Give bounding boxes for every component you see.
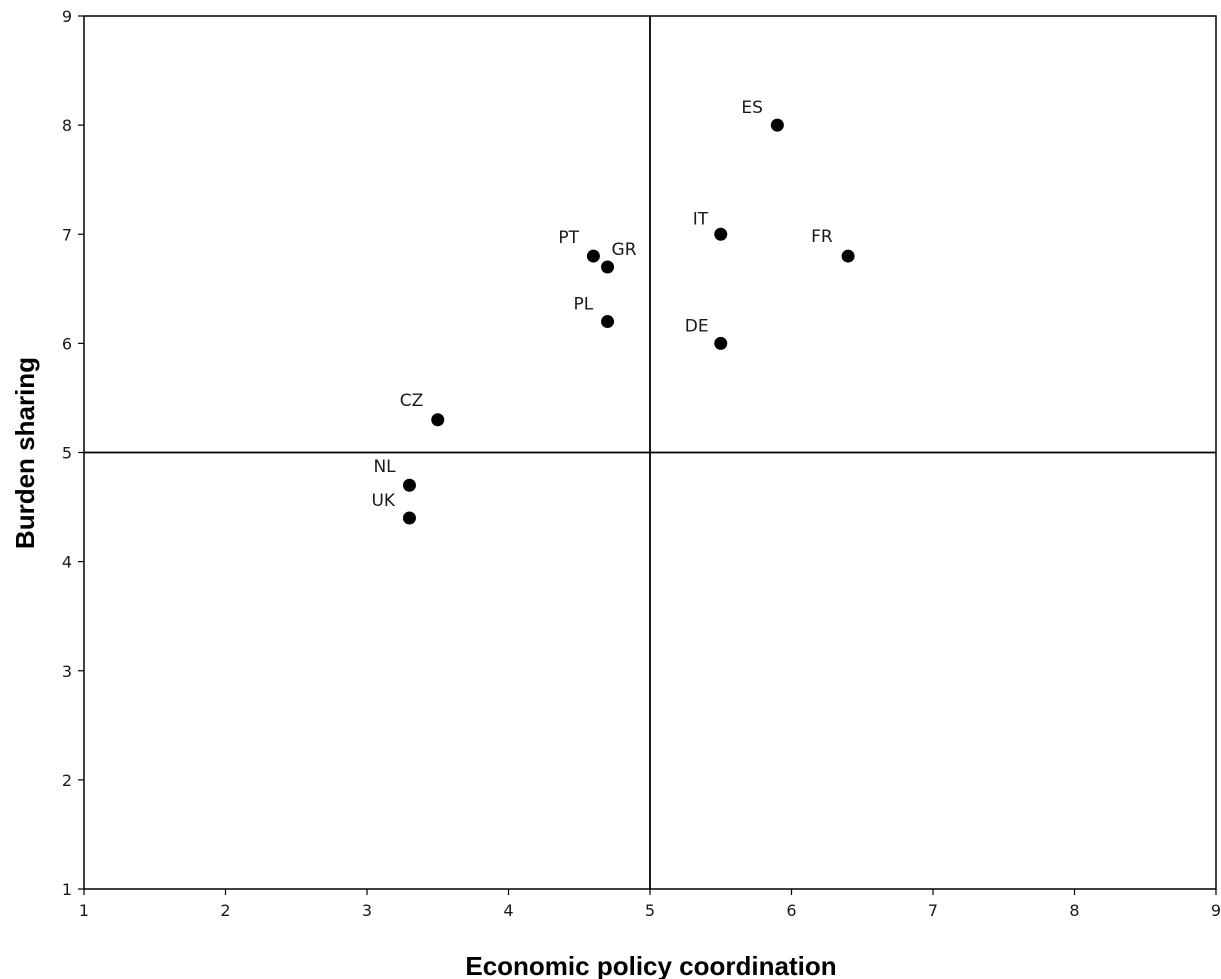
data-point-pt [586, 249, 600, 263]
x-axis-title: Economic policy coordination [465, 951, 836, 979]
point-label-pt: PT [558, 228, 579, 248]
x-tick-label: 4 [503, 901, 513, 920]
y-tick-label: 8 [62, 116, 72, 135]
x-tick-label: 8 [1069, 901, 1079, 920]
point-label-nl: NL [373, 457, 396, 477]
x-tick-label: 1 [79, 901, 89, 920]
y-tick-label: 9 [62, 7, 72, 26]
x-axis-ticks: 1 2 3 4 5 6 7 8 9 [79, 889, 1221, 920]
point-label-pl: PL [574, 295, 594, 315]
x-tick-label: 5 [645, 901, 655, 920]
x-tick-label: 2 [220, 901, 230, 920]
x-tick-label: 9 [1211, 901, 1221, 920]
point-label-cz: CZ [400, 391, 424, 411]
data-point-nl [402, 478, 416, 492]
y-tick-label: 6 [62, 334, 72, 353]
data-point-gr [601, 260, 615, 274]
point-label-it: IT [693, 209, 709, 229]
x-tick-label: 6 [786, 901, 796, 920]
y-tick-label: 2 [62, 771, 72, 790]
data-point-fr [841, 249, 855, 263]
point-label-fr: FR [811, 227, 833, 247]
point-label-gr: GR [612, 240, 637, 260]
data-points [402, 118, 855, 525]
y-tick-label: 7 [62, 225, 72, 244]
y-tick-label: 5 [62, 444, 72, 463]
data-point-labels: ES IT FR PT GR PL DE CZ NL UK [371, 98, 832, 511]
data-point-it [714, 227, 728, 241]
data-point-cz [431, 413, 445, 427]
data-point-pl [601, 315, 615, 329]
x-tick-label: 3 [362, 901, 372, 920]
plot-area-frame [83, 15, 1217, 890]
point-label-es: ES [741, 98, 763, 118]
data-point-uk [402, 511, 416, 525]
y-tick-label: 4 [62, 553, 72, 572]
y-axis-ticks: 1 2 3 4 5 6 7 8 9 [62, 7, 84, 899]
y-tick-label: 3 [62, 662, 72, 681]
y-axis-title: Burden sharing [10, 357, 40, 549]
data-point-es [770, 118, 784, 132]
x-tick-label: 7 [928, 901, 938, 920]
y-tick-label: 1 [62, 880, 72, 899]
reference-lines [84, 16, 1216, 889]
point-label-de: DE [685, 316, 709, 336]
data-point-de [714, 336, 728, 350]
point-label-uk: UK [371, 491, 395, 511]
